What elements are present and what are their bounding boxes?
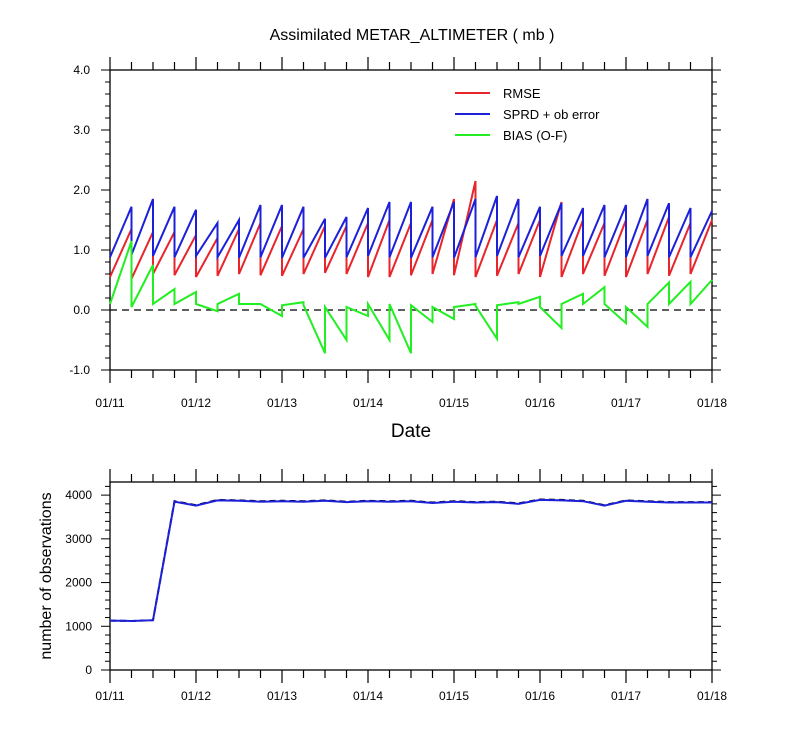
top-chart-title: Assimilated METAR_ALTIMETER ( mb ) [270, 27, 555, 44]
top-y-tick-label: -1.0 [69, 363, 90, 377]
legend-label: BIAS (O-F) [503, 128, 567, 143]
top-x-tick-label: 01/12 [181, 396, 211, 410]
top-series-line-2 [109, 240, 713, 354]
top-y-tick-label: 1.0 [73, 243, 90, 257]
bottom-x-tick-label: 01/11 [95, 689, 124, 703]
top-y-tick-label: 2.0 [73, 183, 90, 197]
bottom-x-tick-label: 01/14 [353, 689, 383, 703]
bottom-series-line-1 [109, 498, 712, 623]
bottom-y-tick-label: 2000 [65, 576, 92, 590]
top-x-ticks: 01/11 01/12 01/13 01/14 01/15 01/16 01/17 01/18 [95, 57, 727, 410]
bottom-x-tick-label: 01/18 [697, 689, 727, 703]
bottom-y-ticks: 0 1000 2000 3000 4000 [65, 485, 721, 677]
top-x-tick-label: 01/16 [525, 396, 555, 410]
top-panel: Assimilated METAR_ALTIMETER ( mb ) -1.0 0… [69, 27, 727, 442]
bottom-x-tick-label: 01/16 [525, 689, 555, 703]
bottom-y-tick-label: 1000 [65, 619, 92, 633]
bottom-y-tick-label: 4000 [65, 488, 92, 502]
bottom-series-group [109, 498, 712, 623]
bottom-plot-frame [109, 481, 713, 671]
bottom-y-axis-label: number of observations [38, 492, 55, 659]
top-x-tick-label: 01/14 [353, 396, 383, 410]
top-y-tick-label: 4.0 [73, 63, 90, 77]
top-x-tick-label: 01/15 [439, 396, 469, 410]
legend: RMSE SPRD + ob error BIAS (O-F) [455, 86, 600, 143]
top-y-tick-label: 0.0 [73, 303, 90, 317]
bottom-x-tick-label: 01/12 [181, 689, 211, 703]
top-x-axis-label: Date [391, 421, 431, 442]
top-series-group [109, 180, 713, 354]
bottom-x-tick-label: 01/17 [611, 689, 641, 703]
bottom-y-tick-label: 0 [85, 663, 92, 677]
bottom-x-ticks: 01/11 01/12 01/13 01/14 01/15 01/16 01/17 01/18 [95, 469, 727, 703]
top-y-ticks: -1.0 0.0 1.0 2.0 3.0 4.0 [69, 63, 721, 377]
bottom-series-line-0 [109, 498, 712, 623]
legend-label: RMSE [503, 86, 541, 101]
top-x-tick-label: 01/13 [267, 396, 297, 410]
legend-label: SPRD + ob error [503, 107, 600, 122]
bottom-x-tick-label: 01/15 [439, 689, 469, 703]
top-x-tick-label: 01/18 [697, 396, 727, 410]
top-x-tick-label: 01/17 [611, 396, 641, 410]
bottom-x-tick-label: 01/13 [267, 689, 297, 703]
top-series-line-1 [109, 195, 713, 261]
top-y-tick-label: 3.0 [73, 123, 90, 137]
bottom-y-tick-label: 3000 [65, 532, 92, 546]
top-x-tick-label: 01/11 [95, 396, 124, 410]
